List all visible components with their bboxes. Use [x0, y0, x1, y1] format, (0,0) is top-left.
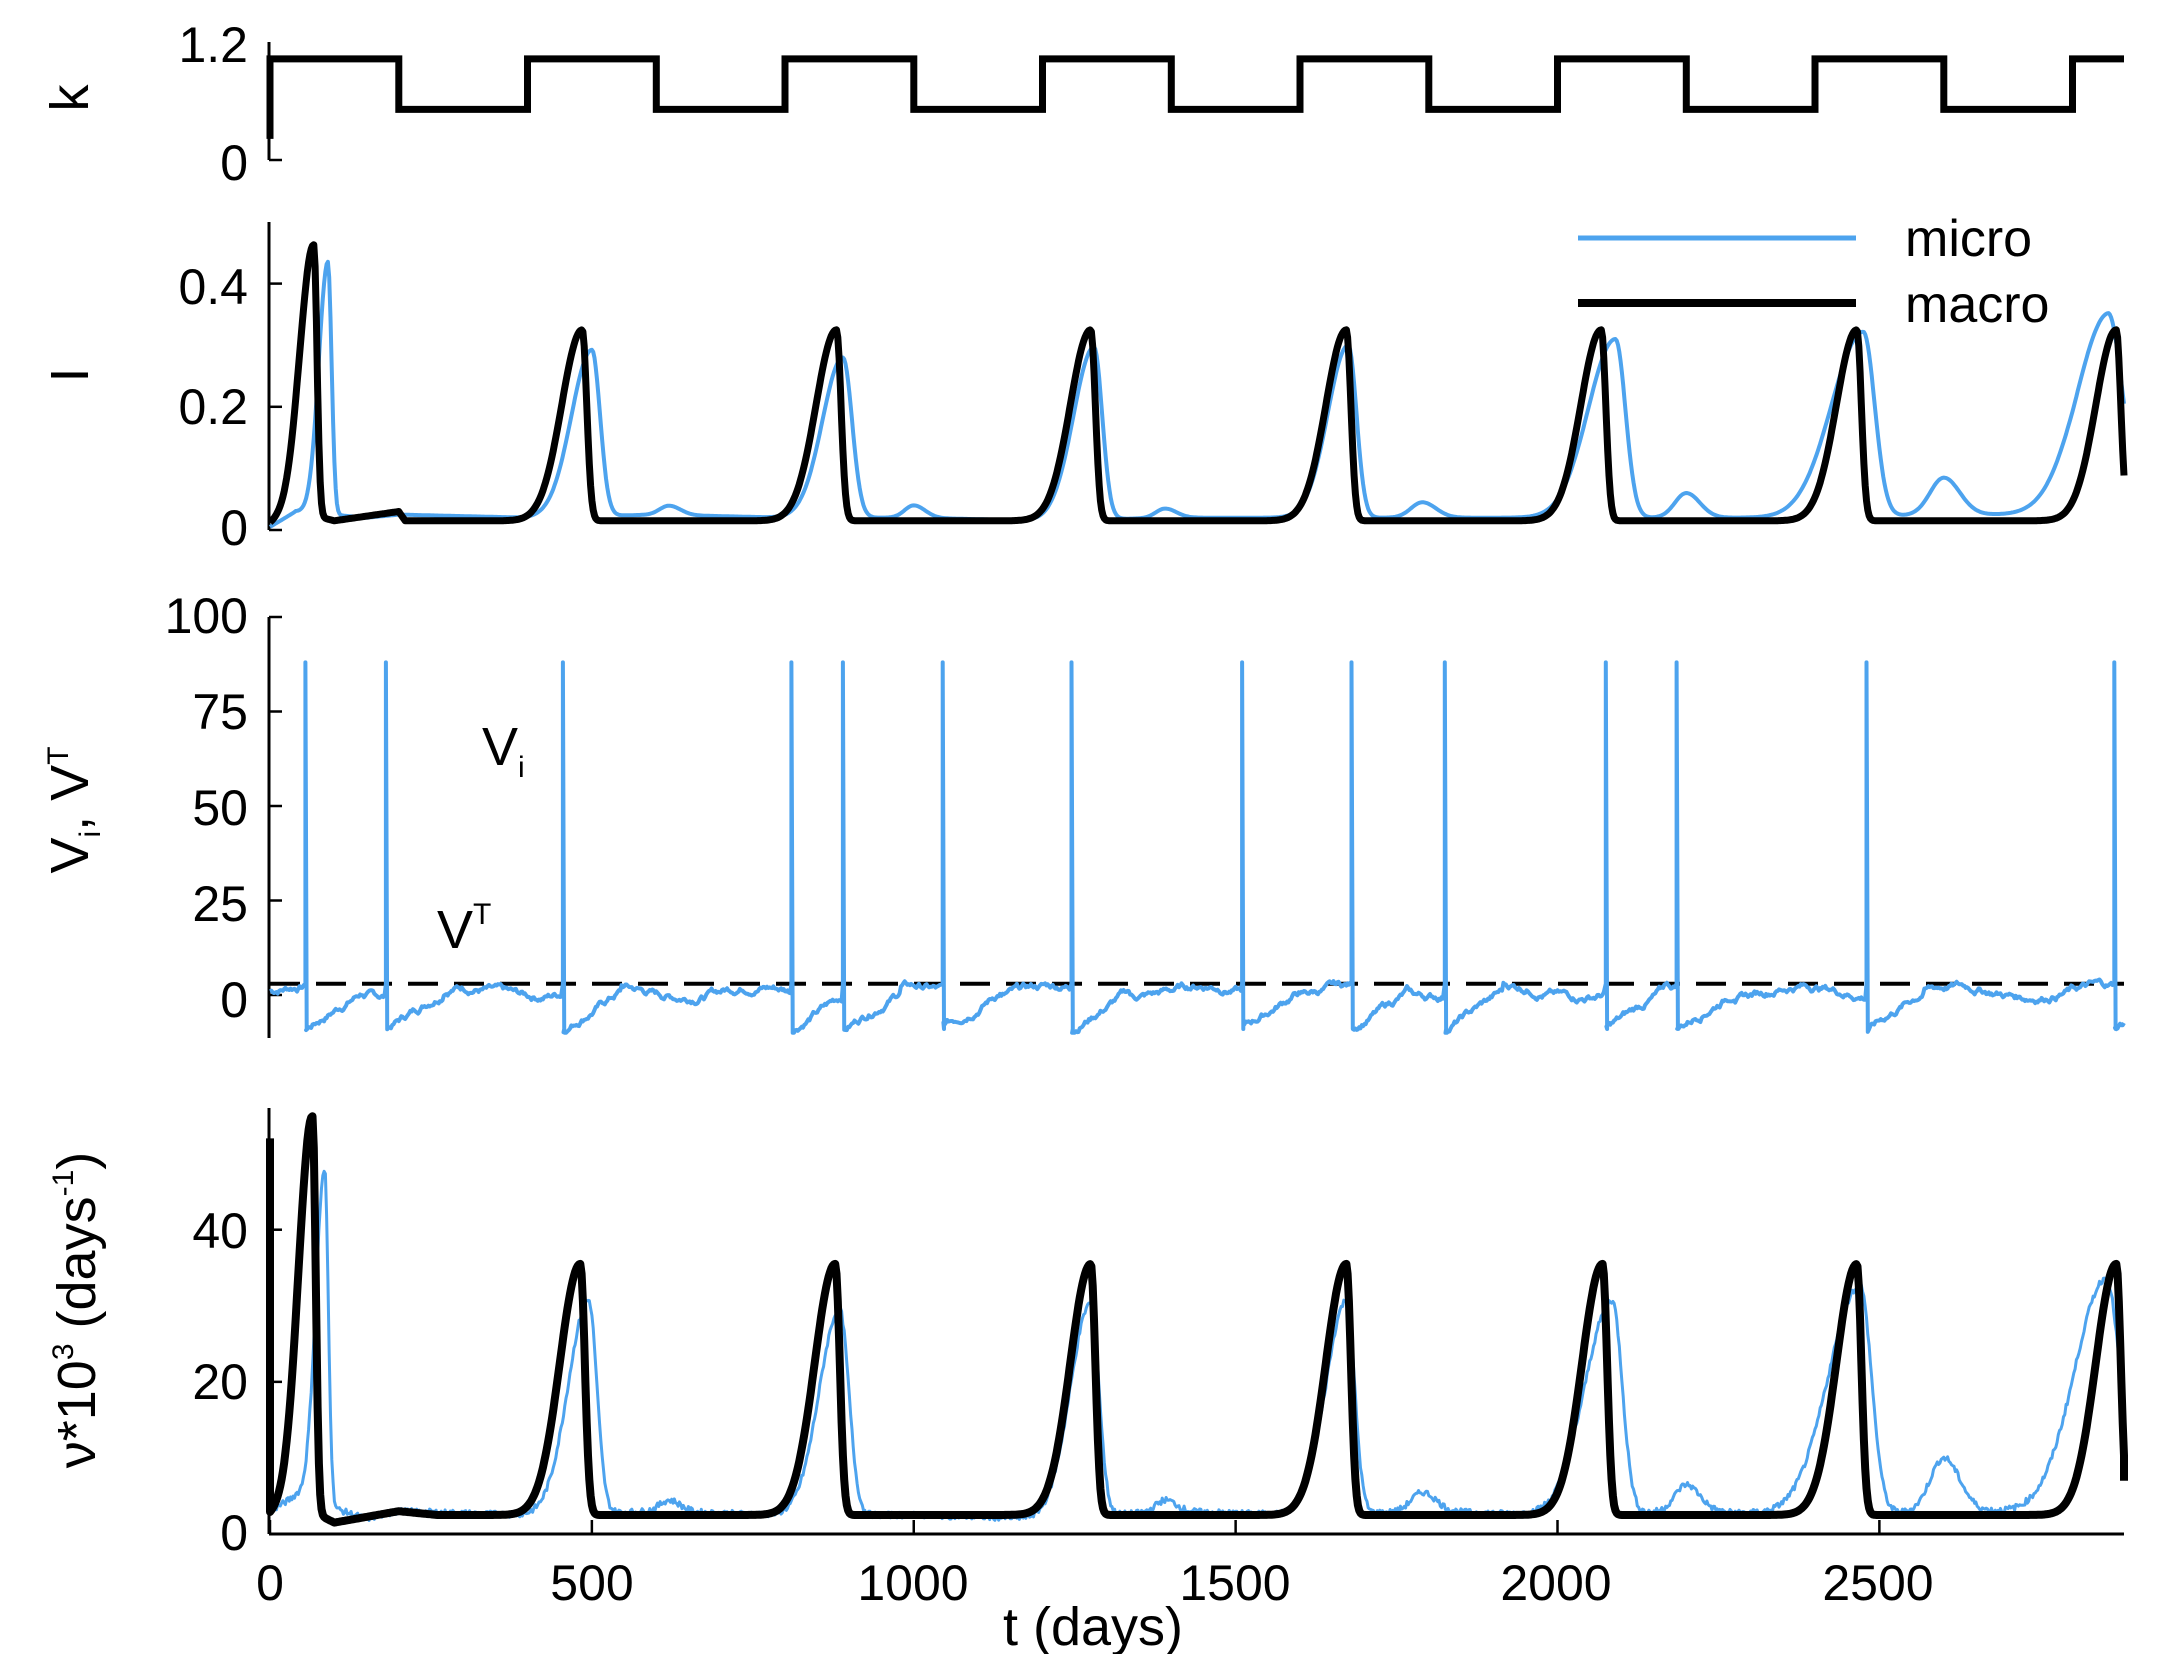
- vt-annotation-main: V: [437, 900, 473, 960]
- nu-tick-label-2: 40: [192, 1203, 248, 1259]
- vt-annotation-sup: T: [473, 898, 491, 931]
- x-axis: 0 500 1000 1500 2000 2500 t (days): [256, 1520, 2124, 1654]
- x-tick-label-3: 1500: [1179, 1555, 1290, 1611]
- legend: micro macro: [1578, 210, 2049, 334]
- nu-micro-line: [268, 1169, 2126, 1522]
- i-tick-label-2: 0.4: [178, 259, 248, 315]
- legend-micro-label: micro: [1905, 210, 2032, 268]
- i-tick-label-0: 0: [220, 500, 248, 556]
- v-tick-label-3: 75: [192, 684, 248, 740]
- v-axis-label-sub: i: [74, 831, 107, 838]
- nu-axis-label-exp: 3: [47, 1343, 80, 1360]
- i-axis-label: I: [40, 367, 100, 382]
- v-tick-label-0: 0: [220, 972, 248, 1028]
- nu-axis-label-exp2: -1: [47, 1170, 80, 1197]
- x-axis-label: t (days): [1003, 1597, 1183, 1654]
- panel-infected: 0 0.2 0.4 I micro macro: [40, 210, 2128, 556]
- nu-tick-label-1: 20: [192, 1354, 248, 1410]
- nu-axis-label-mid: (days: [47, 1196, 107, 1343]
- k-series-line: [266, 55, 2124, 139]
- v-ticks: [269, 615, 282, 997]
- x-tick-label-2: 1000: [857, 1555, 968, 1611]
- panel-k: 0 1.2 k: [40, 17, 2124, 191]
- panel-potential: 0 25 50 75 100 Vi, VT Vi VT: [40, 588, 2126, 1038]
- nu-tick-label-0: 0: [220, 1505, 248, 1561]
- i-macro-line: [267, 241, 2128, 525]
- k-tick-label-0: 0: [220, 135, 248, 191]
- panel-nu: 0 20 40 ν*103 (days-1): [47, 1108, 2128, 1561]
- nu-axis-label: ν*103 (days-1): [47, 1152, 107, 1469]
- k-tick-label-1: 1.2: [178, 17, 248, 73]
- vt-annotation: VT: [437, 898, 491, 960]
- nu-axis-label-suffix: ): [47, 1152, 107, 1170]
- v-axis-label-main: V: [40, 838, 100, 874]
- v-axis-label-sep: , V: [40, 765, 100, 831]
- vi-annotation-main: V: [482, 717, 518, 777]
- x-tick-label-4: 2000: [1500, 1555, 1611, 1611]
- v-tick-label-1: 25: [192, 876, 248, 932]
- v-micro-line: [269, 660, 2126, 1035]
- k-axis-label: k: [40, 84, 100, 112]
- vi-annotation: Vi: [482, 717, 525, 784]
- v-axis-label-sup: T: [42, 746, 75, 764]
- legend-macro-label: macro: [1905, 276, 2049, 334]
- vi-annotation-sub: i: [518, 751, 525, 784]
- x-tick-label-5: 2500: [1822, 1555, 1933, 1611]
- v-tick-label-4: 100: [165, 588, 248, 644]
- x-tick-label-0: 0: [256, 1555, 284, 1611]
- x-ticks: [268, 1520, 1881, 1534]
- nu-macro-line: [266, 1112, 2128, 1527]
- nu-axis-label-prefix: ν*10: [47, 1360, 107, 1468]
- i-tick-label-1: 0.2: [178, 379, 248, 435]
- v-tick-label-2: 50: [192, 780, 248, 836]
- v-axis-label: Vi, VT: [40, 746, 107, 873]
- x-tick-label-1: 500: [550, 1555, 633, 1611]
- i-ticks: [269, 282, 282, 532]
